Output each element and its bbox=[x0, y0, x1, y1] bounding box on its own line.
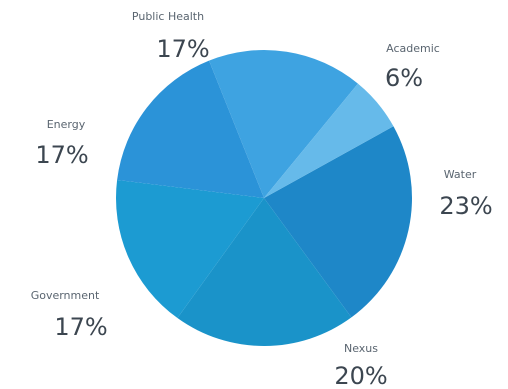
pie-slice-nexus bbox=[177, 198, 352, 347]
pie-slice-energy bbox=[117, 60, 264, 198]
label-energy: Energy bbox=[47, 118, 86, 131]
label-government: Government bbox=[31, 289, 100, 302]
label-academic: Academic bbox=[386, 42, 440, 55]
pie-slice-academic bbox=[264, 83, 394, 198]
pie-labels: Public Health 17% Academic 6% Energy 17%… bbox=[31, 10, 493, 389]
pie-slice-water bbox=[264, 126, 412, 318]
value-academic: 6% bbox=[385, 64, 423, 92]
value-water: 23% bbox=[439, 192, 492, 220]
label-public-health: Public Health bbox=[132, 10, 204, 23]
pie-slice-public-health bbox=[209, 49, 358, 199]
value-public-health: 17% bbox=[156, 35, 209, 63]
pie-slice-government bbox=[115, 179, 264, 319]
value-energy: 17% bbox=[35, 141, 88, 169]
value-nexus: 20% bbox=[334, 362, 387, 389]
value-government: 17% bbox=[54, 313, 107, 341]
pie-slices bbox=[115, 49, 412, 347]
label-water: Water bbox=[444, 168, 477, 181]
label-nexus: Nexus bbox=[344, 342, 378, 355]
